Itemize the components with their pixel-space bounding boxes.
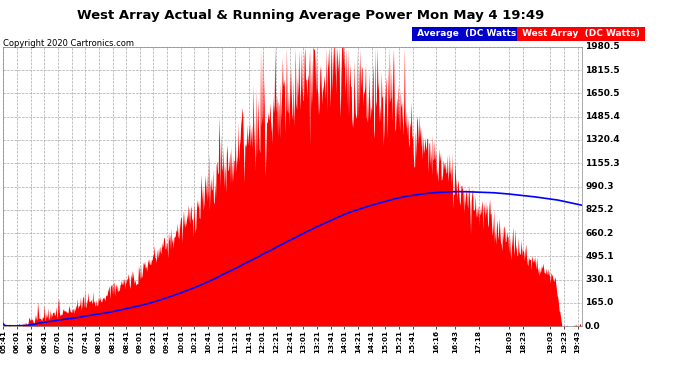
Text: 495.1: 495.1 bbox=[585, 252, 613, 261]
Text: 330.1: 330.1 bbox=[585, 275, 613, 284]
Text: Average  (DC Watts): Average (DC Watts) bbox=[414, 29, 524, 38]
Text: 660.2: 660.2 bbox=[585, 229, 613, 238]
Text: 0.0: 0.0 bbox=[585, 322, 601, 331]
Text: Copyright 2020 Cartronics.com: Copyright 2020 Cartronics.com bbox=[3, 39, 135, 48]
Text: West Array Actual & Running Average Power Mon May 4 19:49: West Array Actual & Running Average Powe… bbox=[77, 9, 544, 22]
Text: West Array  (DC Watts): West Array (DC Watts) bbox=[519, 29, 643, 38]
Text: 1980.5: 1980.5 bbox=[585, 42, 620, 51]
Text: 1320.4: 1320.4 bbox=[585, 135, 620, 144]
Text: 990.3: 990.3 bbox=[585, 182, 613, 191]
Text: 165.0: 165.0 bbox=[585, 298, 613, 307]
Text: 1485.4: 1485.4 bbox=[585, 112, 620, 121]
Text: 1650.5: 1650.5 bbox=[585, 89, 620, 98]
Text: 1155.3: 1155.3 bbox=[585, 159, 620, 168]
Text: 825.2: 825.2 bbox=[585, 206, 613, 214]
Text: 1815.5: 1815.5 bbox=[585, 66, 620, 75]
